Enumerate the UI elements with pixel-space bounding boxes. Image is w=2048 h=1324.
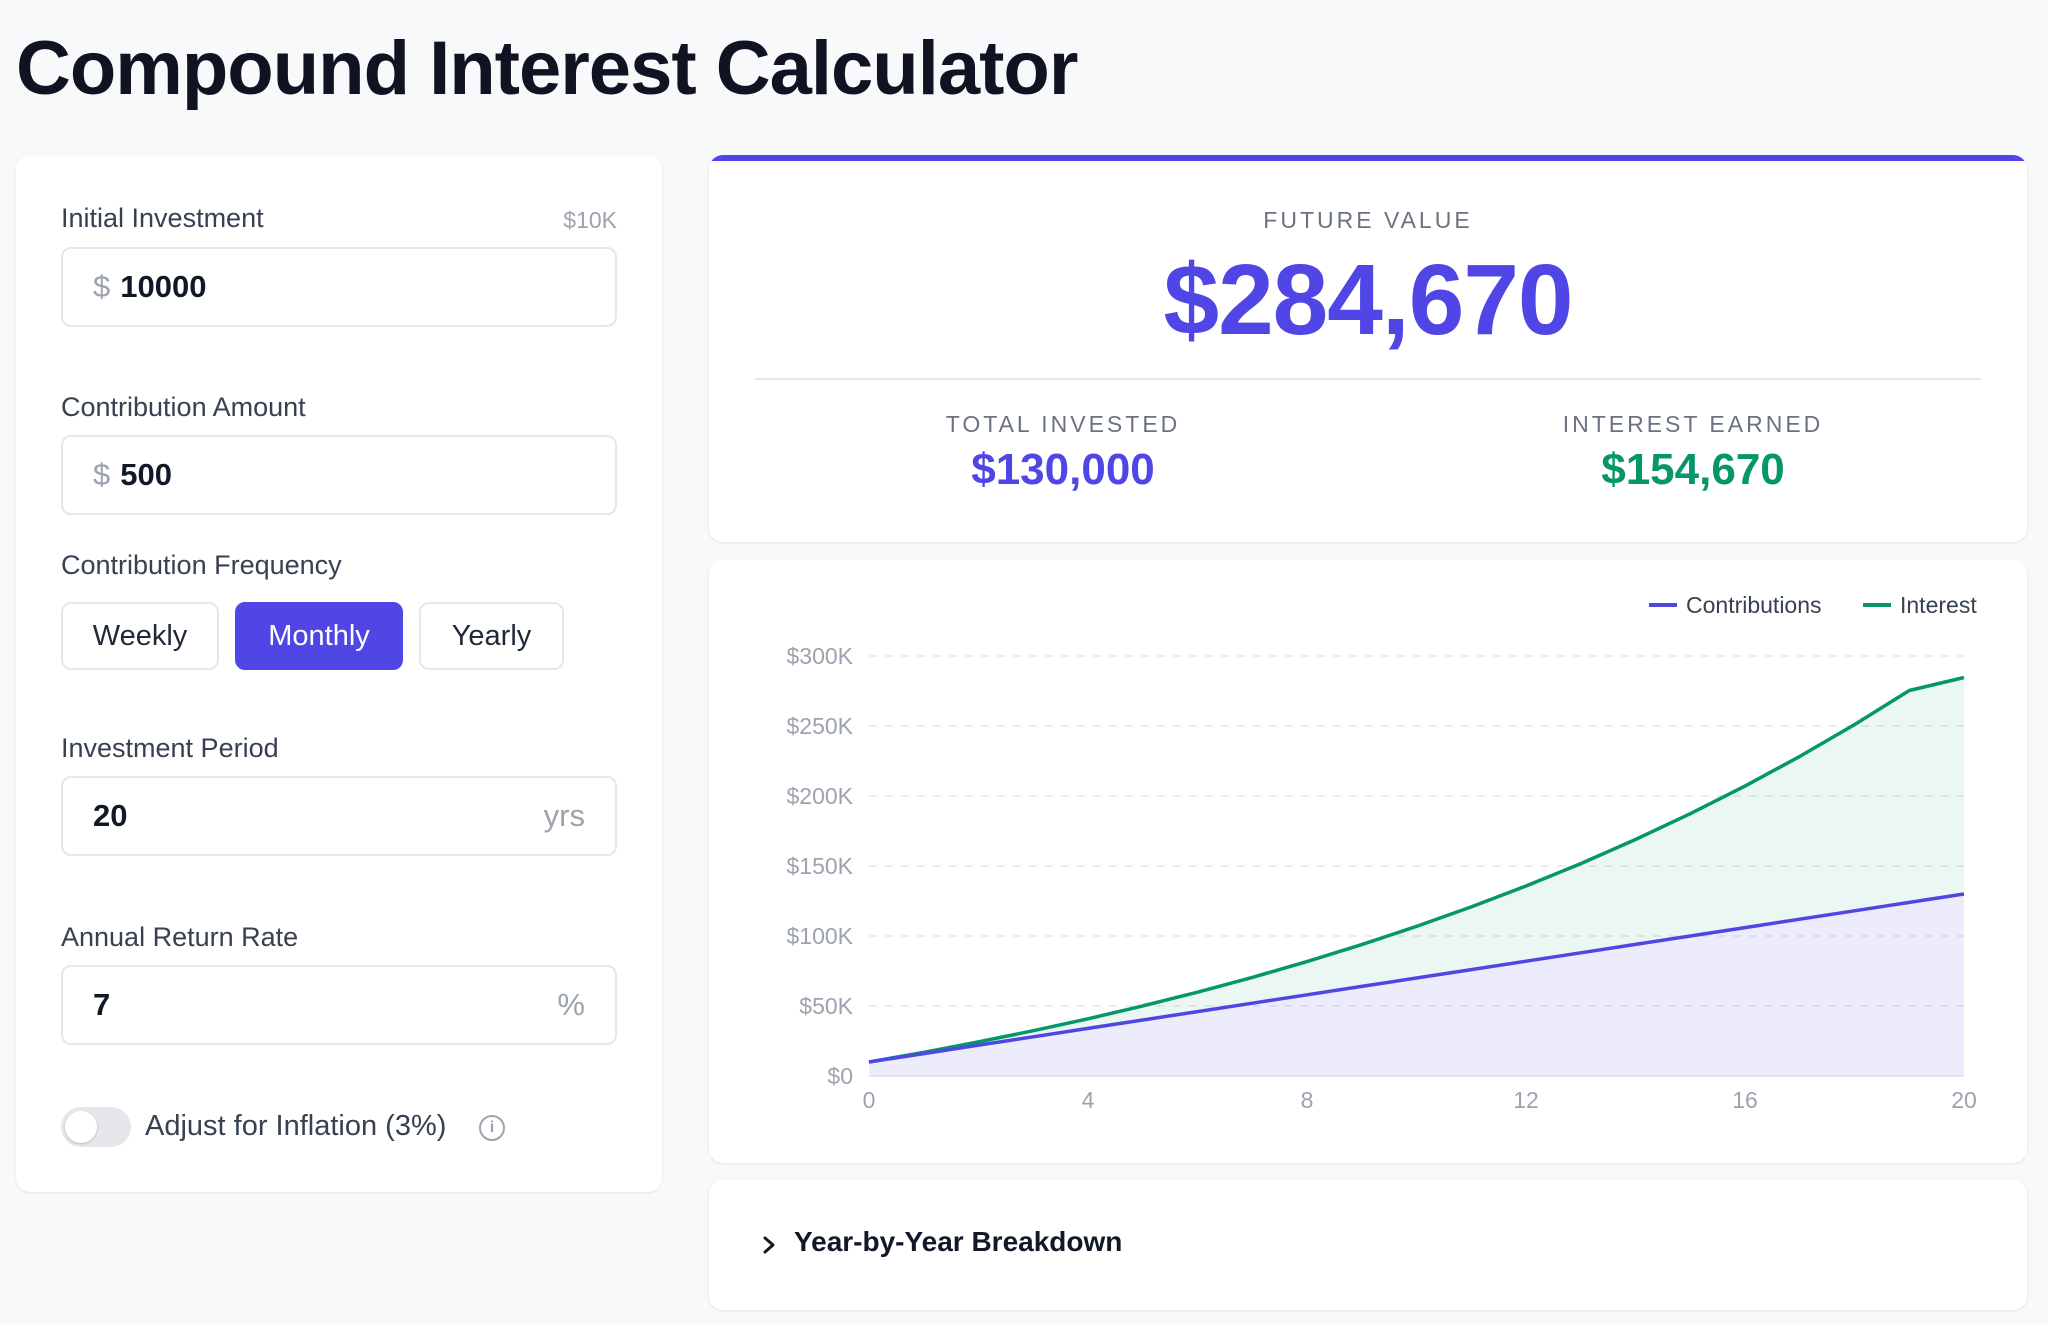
initial-investment-hint: $10K	[563, 207, 617, 233]
total-invested-label: TOTAL INVESTED	[945, 411, 1181, 437]
page-title: Compound Interest Calculator	[16, 26, 1078, 111]
interest-earned-label: INTEREST EARNED	[1562, 411, 1824, 437]
interest-line	[868, 675, 1965, 1064]
toggle-knob	[65, 1111, 97, 1143]
legend-label-contributions: Contributions	[1686, 592, 1822, 618]
frequency-weekly-button[interactable]: Weekly	[61, 602, 219, 670]
growth-chart-card: $0 $50K $100K $150K $200K $250K $300K 0 4 8 12 16 20…	[709, 560, 2027, 1163]
future-value-label: FUTURE VALUE	[1263, 207, 1473, 233]
contributions-area	[869, 894, 1964, 1076]
x-tick-label: 12	[1513, 1087, 1539, 1113]
contributions-line	[868, 892, 1965, 1064]
x-tick-label: 16	[1732, 1087, 1758, 1113]
initial-investment-label: Initial Investment	[61, 203, 264, 233]
growth-chart: $0 $50K $100K $150K $200K $250K $300K 0 4 8 12 16 20…	[786, 592, 1977, 1113]
calculator-form: Initial Investment $10K $ 10000 Contribu…	[16, 155, 662, 1192]
x-tick-label: 0	[863, 1087, 876, 1113]
summary-card: FUTURE VALUE $284,670 TOTAL INVESTED $13…	[709, 155, 2027, 542]
contribution-amount-input[interactable]: $ 500	[61, 435, 617, 515]
y-tick-label: $300K	[786, 643, 853, 669]
frequency-monthly-button[interactable]: Monthly	[235, 602, 403, 670]
annual-return-rate-input[interactable]: 7 %	[61, 965, 617, 1045]
interest-earned-value: $154,670	[1601, 445, 1785, 494]
investment-period-value[interactable]: 20	[93, 798, 128, 833]
contribution-amount-label: Contribution Amount	[61, 392, 306, 422]
annual-return-rate-value[interactable]: 7	[93, 987, 111, 1022]
initial-investment-value[interactable]: 10000	[120, 269, 207, 304]
initial-investment-input[interactable]: $ 10000	[61, 247, 617, 327]
inflation-toggle-label: Adjust for Inflation (3%)	[145, 1110, 447, 1142]
inflation-toggle[interactable]	[61, 1107, 131, 1147]
investment-period-input[interactable]: 20 yrs	[61, 776, 617, 856]
y-tick-label: $100K	[786, 923, 853, 949]
currency-prefix: $	[93, 269, 111, 304]
currency-prefix: $	[93, 457, 111, 492]
total-invested-value: $130,000	[971, 445, 1155, 494]
y-tick-label: $50K	[799, 993, 853, 1019]
info-icon[interactable]: i	[479, 1115, 505, 1141]
interest-area	[869, 677, 1964, 1062]
x-tick-label: 4	[1082, 1087, 1095, 1113]
contribution-amount-value[interactable]: 500	[120, 457, 172, 492]
investment-period-label: Investment Period	[61, 733, 279, 763]
contribution-frequency-label: Contribution Frequency	[61, 550, 342, 580]
y-tick-label: $150K	[786, 853, 853, 879]
years-suffix: yrs	[543, 798, 585, 833]
legend-label-interest: Interest	[1900, 592, 1977, 618]
divider	[755, 378, 1981, 380]
percent-suffix: %	[557, 987, 585, 1022]
future-value: $284,670	[1163, 244, 1573, 356]
breakdown-title: Year-by-Year Breakdown	[794, 1226, 1123, 1257]
x-tick-label: 8	[1301, 1087, 1314, 1113]
y-tick-label: $200K	[786, 783, 853, 809]
accent-bar	[709, 155, 2027, 161]
year-by-year-breakdown[interactable]: Year-by-Year Breakdown	[709, 1180, 2027, 1310]
y-tick-label: $250K	[786, 713, 853, 739]
y-tick-label: $0	[827, 1063, 853, 1089]
annual-return-rate-label: Annual Return Rate	[61, 922, 299, 952]
frequency-yearly-button[interactable]: Yearly	[419, 602, 564, 670]
chevron-right-icon	[763, 1236, 775, 1254]
x-tick-label: 20	[1951, 1087, 1977, 1113]
